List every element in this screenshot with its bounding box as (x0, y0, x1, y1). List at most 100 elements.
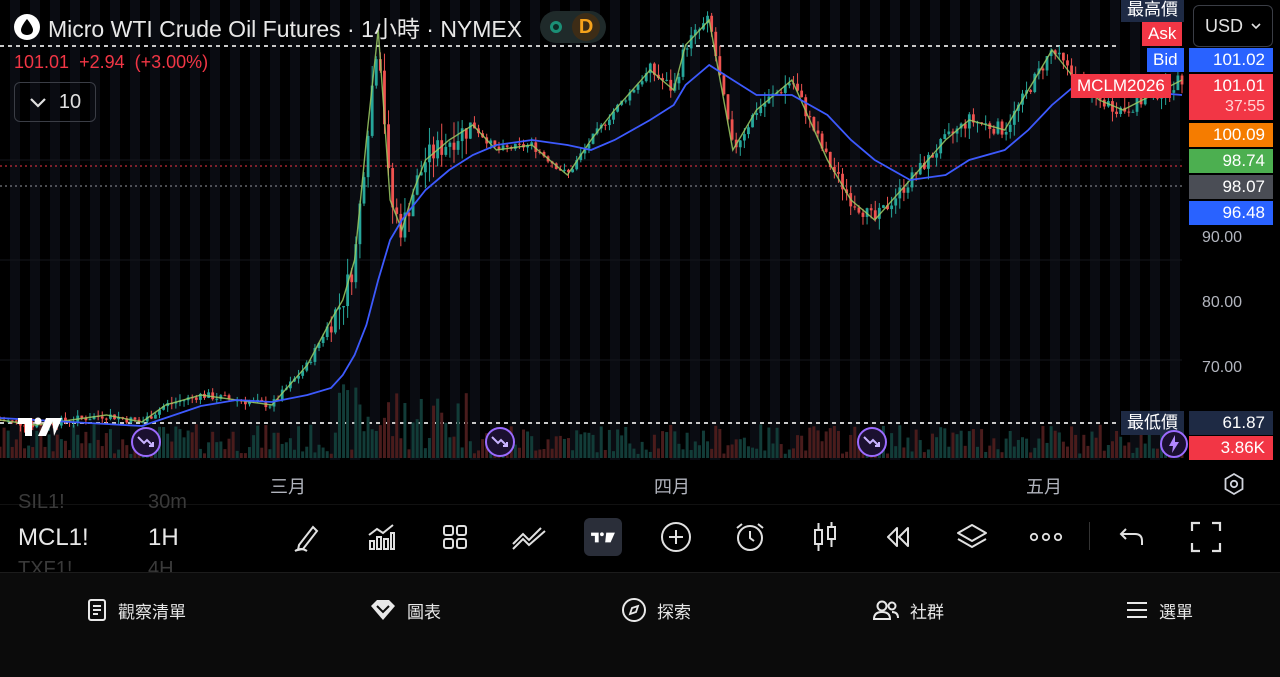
volume-bar (583, 432, 587, 458)
candle-body (350, 274, 354, 283)
candle-body (354, 244, 358, 283)
candle-body (395, 207, 399, 214)
compass-icon (622, 598, 646, 622)
volume-bar (951, 432, 955, 458)
session-stripe (1110, 0, 1120, 460)
watchlist-icon (88, 599, 106, 621)
volume-bar (787, 449, 791, 458)
candle-body (583, 148, 587, 154)
fullscreen-button[interactable] (1187, 518, 1225, 556)
candle-body (223, 395, 227, 397)
volume-bar (370, 429, 374, 458)
time-axis[interactable] (0, 460, 1280, 504)
candle-body (1012, 110, 1016, 125)
add-button[interactable] (657, 518, 695, 556)
more-button[interactable] (1027, 518, 1065, 556)
candle-body (473, 122, 476, 129)
price-chart[interactable]: Micro WTI Crude Oil Futures · 1小時 · NYME… (0, 0, 1280, 460)
candle-body (92, 416, 96, 420)
nav-menu[interactable]: 選單 (1125, 596, 1193, 624)
chart-title[interactable]: Micro WTI Crude Oil Futures · 1小時 · NYME… (48, 16, 523, 42)
volume-bar (681, 449, 685, 458)
alert-button[interactable] (731, 518, 769, 556)
nav-watchlist[interactable]: 觀察清單 (86, 596, 186, 624)
volume-bar (464, 393, 468, 458)
undo-button[interactable] (1113, 518, 1151, 556)
candle-body (162, 406, 165, 410)
candle-body (317, 343, 321, 349)
market-status-pill[interactable]: D (540, 11, 607, 43)
session-stripe (850, 0, 860, 460)
replay-button[interactable] (879, 518, 917, 556)
symbol-picker[interactable]: MCL1! (18, 524, 89, 551)
collapse-indicators-button[interactable]: 10 (14, 82, 96, 122)
candle-body (992, 128, 996, 134)
candle-body (567, 169, 570, 173)
session-stripe (670, 0, 680, 460)
candle-body (64, 417, 67, 422)
volume-bar (591, 434, 595, 458)
volume-bar (886, 453, 890, 458)
volume-bar (796, 435, 800, 458)
candle-body (677, 76, 681, 84)
candle-body (338, 307, 341, 310)
month-label: 三月 (270, 477, 306, 497)
candle-body (407, 212, 411, 217)
candle-body (603, 124, 607, 126)
session-stripe (1170, 0, 1180, 460)
candle-body (125, 418, 129, 423)
currency-value: USD (1204, 15, 1243, 36)
candle-body (632, 89, 636, 93)
volume-bar (325, 451, 329, 458)
candle-body (534, 142, 538, 152)
session-stripe (910, 0, 920, 460)
candle-body (685, 48, 689, 50)
month-label: 四月 (654, 477, 690, 497)
volume-bar (96, 439, 100, 458)
currency-select[interactable]: USD (1193, 5, 1273, 47)
session-stripe (870, 0, 880, 460)
event-marker-icon[interactable] (485, 427, 515, 457)
volume-bar (342, 384, 346, 458)
bar-countdown: 37:55 (1224, 98, 1265, 115)
candle-body (1127, 111, 1131, 113)
tradingview-button[interactable] (584, 518, 622, 556)
candle-body (468, 122, 472, 139)
volume-bar (448, 437, 452, 458)
candle-body (387, 124, 390, 169)
timeframe-picker[interactable]: 1H (148, 524, 179, 551)
volume-bar (362, 431, 366, 458)
candle-body (935, 153, 939, 158)
volume-bar (751, 447, 755, 458)
volume-bar (853, 426, 857, 458)
volume-bar (730, 444, 734, 458)
volume-bar (1082, 434, 1086, 458)
layout-button[interactable] (436, 518, 474, 556)
indicators-button[interactable] (362, 518, 400, 556)
event-marker-icon[interactable] (131, 427, 161, 457)
candle-body (726, 94, 730, 120)
session-stripe (130, 0, 140, 460)
nav-community[interactable]: 社群 (872, 596, 944, 624)
nav-explore[interactable]: 探索 (621, 596, 691, 624)
volume-bar (80, 443, 84, 458)
candle-body (423, 162, 427, 173)
volume-bar (239, 453, 243, 458)
volume-bar (828, 428, 832, 458)
drawing-tools-button[interactable] (288, 518, 326, 556)
chart-canvas[interactable] (0, 0, 1280, 460)
lightning-icon[interactable] (1160, 430, 1188, 458)
event-marker-icon[interactable] (857, 427, 887, 457)
nav-chart[interactable]: 圖表 (369, 596, 441, 624)
chart-settings-icon[interactable] (1222, 472, 1246, 496)
volume-bar (611, 451, 615, 458)
volume-bar (292, 449, 296, 458)
layers-button[interactable] (953, 518, 991, 556)
volume-bar (219, 441, 223, 458)
volume-bar (268, 449, 272, 458)
compare-button[interactable] (510, 518, 548, 556)
candle-body (661, 78, 664, 81)
chart-type-button[interactable] (806, 518, 844, 556)
volume-bar (976, 446, 980, 458)
volume-bar (718, 429, 722, 458)
